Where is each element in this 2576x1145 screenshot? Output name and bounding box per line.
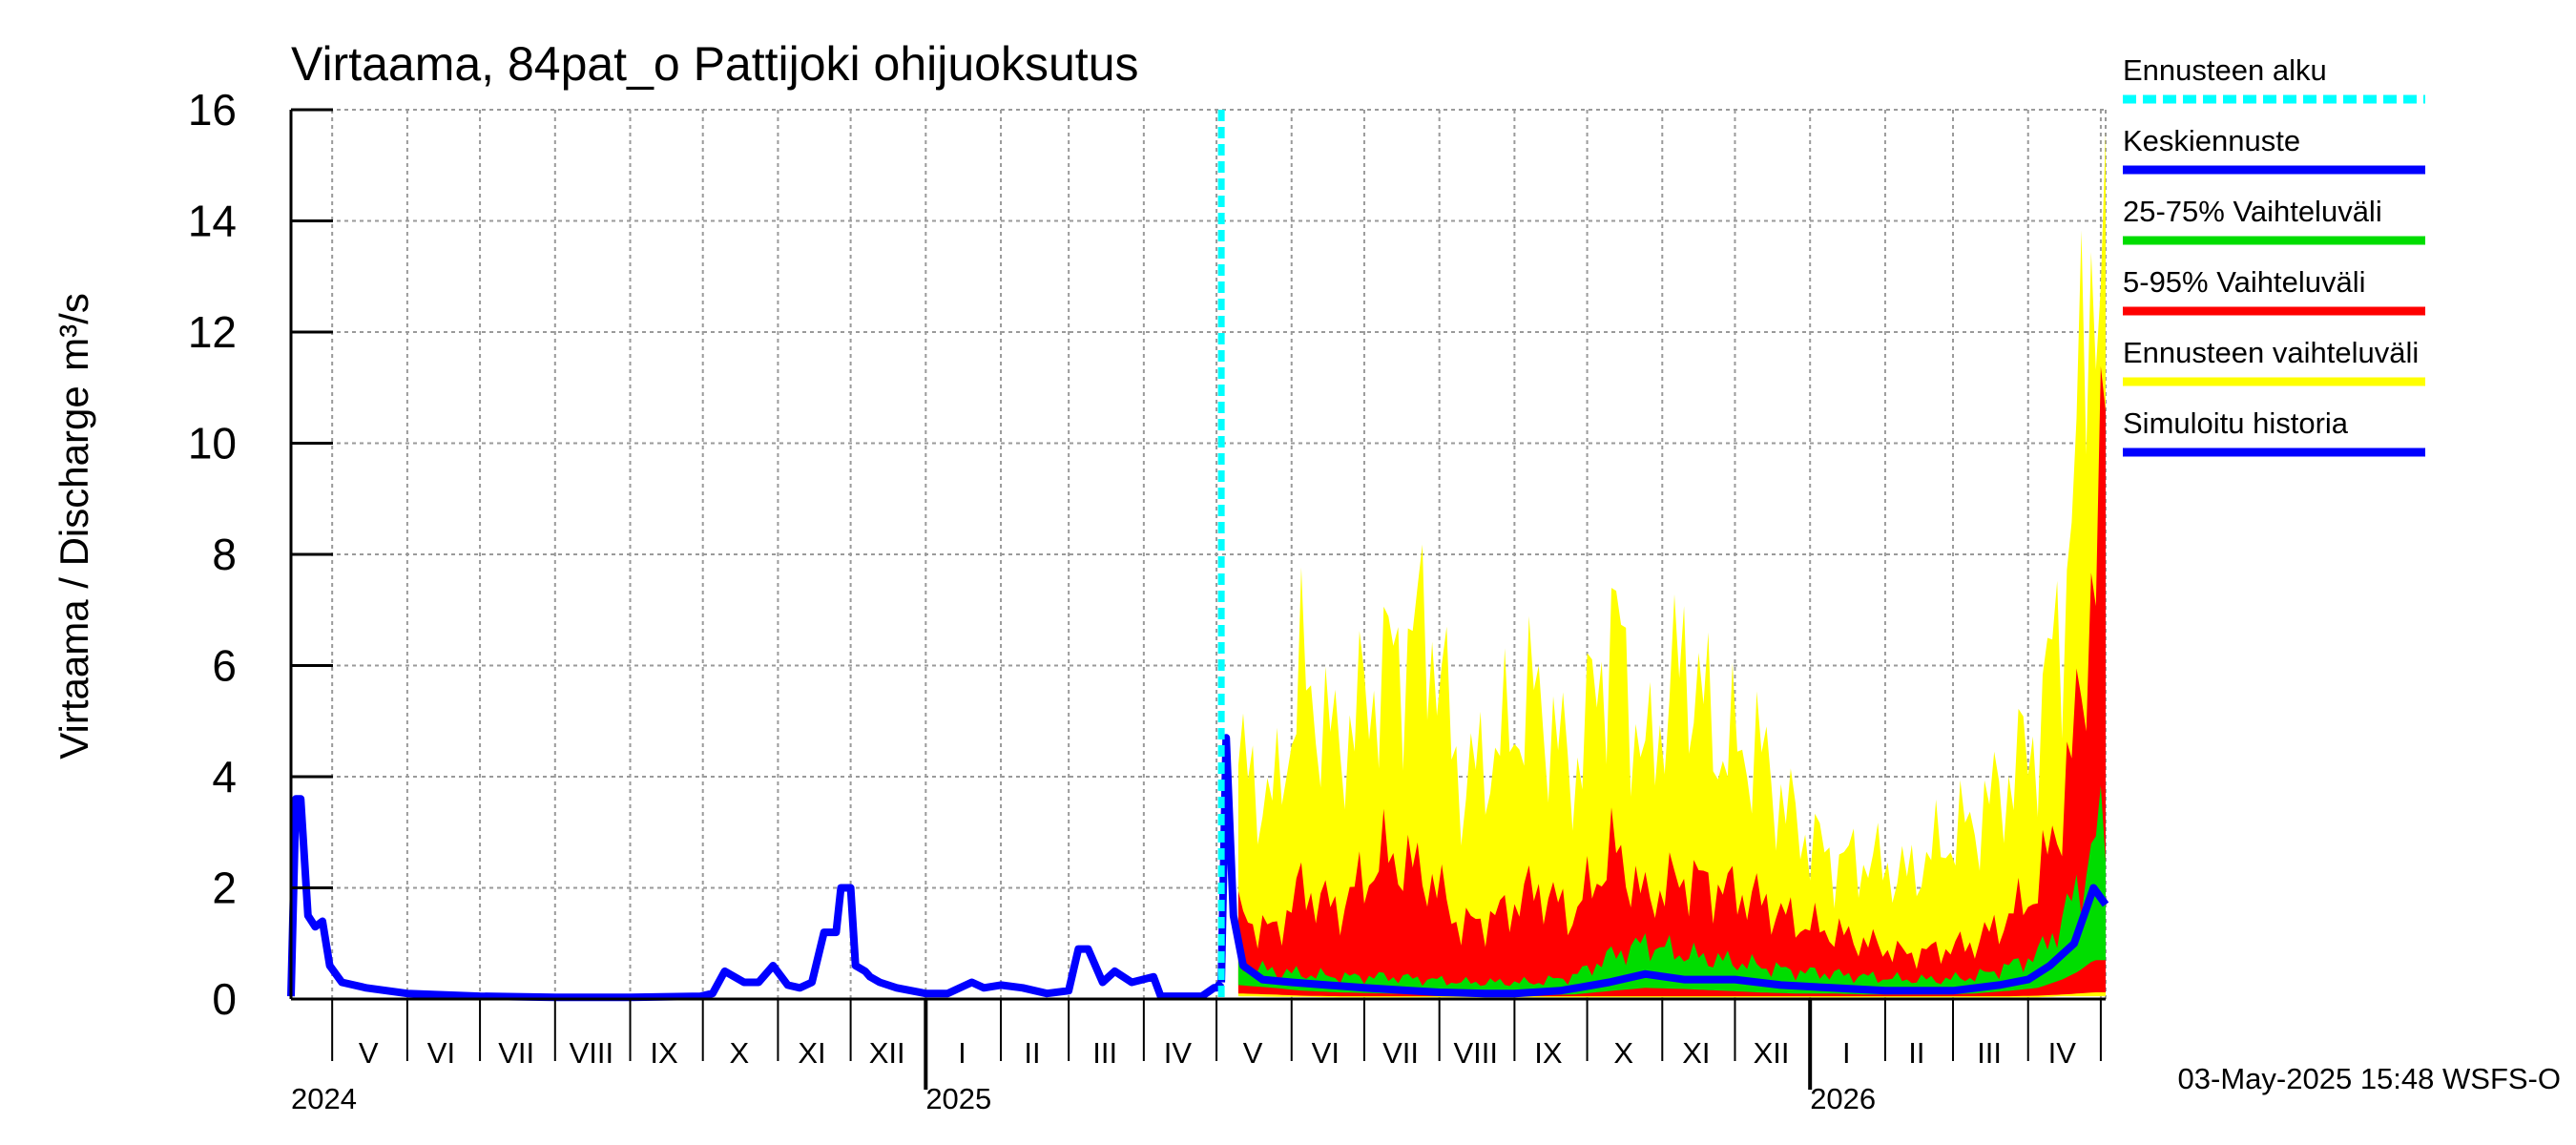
chart-title: Virtaama, 84pat_o Pattijoki ohijuoksutus <box>291 37 1139 91</box>
x-tick-label: VII <box>1382 1036 1419 1070</box>
x-tick-label: VI <box>427 1036 455 1070</box>
y-tick-label: 2 <box>212 864 237 913</box>
x-tick-label: IV <box>1164 1036 1193 1070</box>
y-tick-label: 4 <box>212 752 237 802</box>
x-tick-label: II <box>1024 1036 1040 1070</box>
x-tick-label: V <box>1243 1036 1263 1070</box>
x-tick-label: IX <box>1534 1036 1563 1070</box>
legend-label: 25-75% Vaihteluväli <box>2123 195 2382 228</box>
x-tick-label: III <box>1977 1036 2002 1070</box>
x-tick-label: III <box>1092 1036 1117 1070</box>
band-5-95-vaihteluv-li <box>1237 366 2106 997</box>
x-tick-label: X <box>729 1036 749 1070</box>
x-year-label: 2024 <box>291 1082 357 1115</box>
grid-lines <box>291 109 2107 999</box>
x-tick-label: VII <box>498 1036 534 1070</box>
x-tick-label: IX <box>650 1036 678 1070</box>
x-tick-label: X <box>1613 1036 1633 1070</box>
y-axis-unit: m³/s <box>52 293 96 371</box>
forecast-bands <box>1237 132 2106 998</box>
x-tick-label: VI <box>1312 1036 1340 1070</box>
band-25-75-vaihteluv-li <box>1237 785 2106 995</box>
x-tick-label: XI <box>798 1036 825 1070</box>
x-year-label: 2026 <box>1810 1082 1876 1115</box>
y-tick-label: 16 <box>188 85 237 135</box>
y-tick-label: 14 <box>188 197 237 246</box>
x-year-label: 2025 <box>925 1082 991 1115</box>
legend-label: Keskiennuste <box>2123 124 2300 157</box>
y-axis-label: Virtaama / Discharge <box>52 385 96 759</box>
timestamp: 03-May-2025 15:48 WSFS-O <box>2178 1062 2561 1095</box>
legend: Ennusteen alku Keskiennuste 25-75% Vaihtel… <box>2123 53 2425 457</box>
x-tick-label: VIII <box>1454 1036 1499 1070</box>
x-tick-label: V <box>359 1036 379 1070</box>
legend-label: Ennusteen alku <box>2123 53 2327 87</box>
band-ennusteen-vaihteluv-li <box>1237 132 2106 998</box>
y-tick-label: 6 <box>212 641 237 691</box>
x-tick-label: I <box>1842 1036 1851 1070</box>
legend-label: Simuloitu historia <box>2123 406 2349 440</box>
legend-label: Ennusteen vaihteluväli <box>2123 336 2419 369</box>
y-tick-label: 8 <box>212 530 237 579</box>
x-tick-label: II <box>1908 1036 1924 1070</box>
x-tick-label: XII <box>869 1036 905 1070</box>
y-tick-label: 10 <box>188 419 237 468</box>
x-tick-label: XII <box>1754 1036 1790 1070</box>
legend-label: 5-95% Vaihteluväli <box>2123 265 2365 299</box>
series-line-keskiennuste <box>1217 734 2109 998</box>
x-tick-label: VIII <box>570 1036 614 1070</box>
y-tick-label: 12 <box>188 307 237 357</box>
series-lines <box>287 110 2109 1002</box>
x-tick-label: IV <box>2048 1036 2077 1070</box>
x-tick-label: I <box>958 1036 966 1070</box>
y-tick-label: 0 <box>212 974 237 1024</box>
series-line-simuloitu-historia <box>287 795 1225 1002</box>
x-tick-label: XI <box>1682 1036 1710 1070</box>
